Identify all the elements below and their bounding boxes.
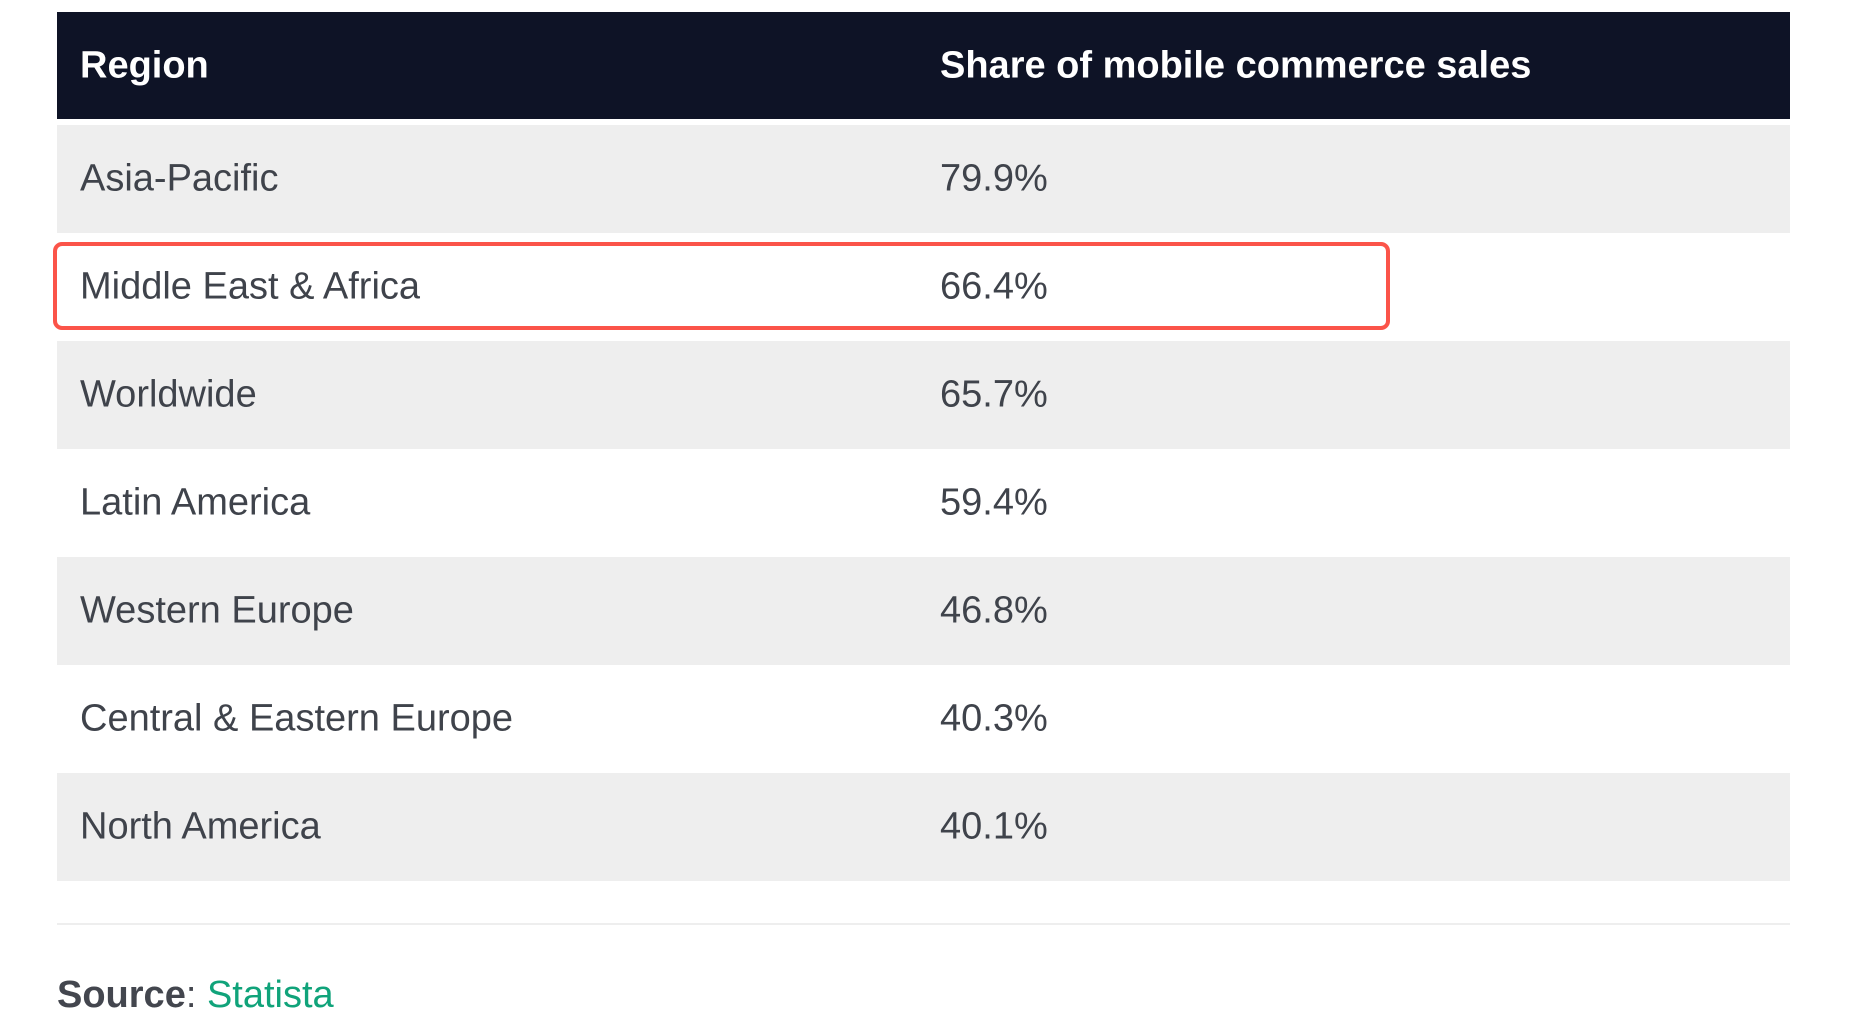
region-cell: Middle East & Africa [80,265,421,308]
region-cell: Central & Eastern Europe [80,697,514,740]
table-row: Western Europe 46.8% [57,557,1790,665]
region-cell: Worldwide [80,373,257,416]
header-region: Region [80,44,209,86]
source-link[interactable]: Statista [206,974,334,1016]
table-row: Latin America 59.4% [57,449,1790,557]
header-share: Share of mobile commerce sales [940,44,1532,86]
source-line: Source: Statista [57,974,334,1017]
region-cell: Latin America [80,481,311,524]
share-cell: 40.3% [940,697,1048,740]
table-header: Region Share of mobile commerce sales [57,12,1790,119]
table-row: Middle East & Africa 66.4% [57,233,1790,341]
share-cell: 46.8% [940,589,1048,632]
region-cell: Western Europe [80,589,354,632]
table-row: Asia-Pacific 79.9% [57,125,1790,233]
region-cell: North America [80,805,321,848]
share-cell: 59.4% [940,481,1048,524]
highlight-box [53,242,1390,330]
share-cell: 65.7% [940,373,1048,416]
divider [57,923,1790,925]
source-label: Source [57,974,186,1016]
table-row: Central & Eastern Europe 40.3% [57,665,1790,773]
mobile-commerce-table: Region Share of mobile commerce sales As… [57,12,1790,881]
table-row: Worldwide 65.7% [57,341,1790,449]
share-cell: 40.1% [940,805,1048,848]
table-row: North America 40.1% [57,773,1790,881]
region-cell: Asia-Pacific [80,157,279,200]
source-separator: : [185,974,197,1016]
share-cell: 79.9% [940,157,1048,200]
share-cell: 66.4% [940,265,1048,308]
